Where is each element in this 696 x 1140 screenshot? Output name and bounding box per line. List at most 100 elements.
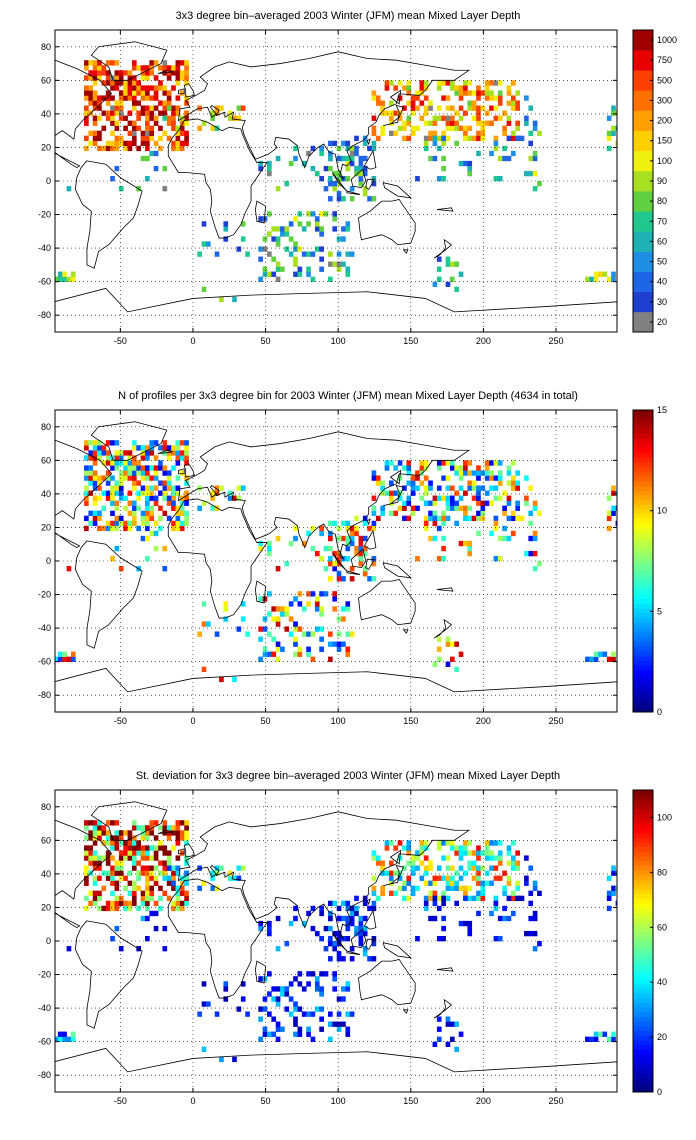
heatmap-cell (166, 105, 172, 111)
heatmap-cell (145, 525, 150, 532)
heatmap-cell (406, 115, 412, 121)
heatmap-cell (184, 840, 189, 846)
heatmap-cell (123, 830, 128, 836)
colorbar-segment (633, 950, 653, 956)
heatmap-cell (515, 120, 521, 126)
heatmap-cell (358, 160, 364, 167)
heatmap-cell (145, 535, 150, 542)
heatmap-cell (66, 276, 72, 282)
heatmap-cell (336, 571, 342, 577)
heatmap-cell (55, 1036, 59, 1042)
heatmap-cell (123, 95, 128, 101)
heatmap-cell (380, 100, 385, 106)
heatmap-cell (110, 440, 115, 446)
heatmap-cell (262, 976, 268, 982)
heatmap-cell (423, 870, 429, 876)
heatmap-cell (166, 115, 172, 121)
heatmap-cell (410, 110, 416, 116)
y-tick-label: -20 (38, 210, 51, 220)
heatmap-cell (393, 870, 399, 876)
heatmap-cell (449, 875, 455, 881)
heatmap-cell (158, 125, 163, 131)
heatmap-cell (153, 115, 159, 121)
heatmap-cell (332, 986, 338, 992)
heatmap-cell (301, 251, 307, 257)
heatmap-cell (314, 976, 320, 982)
heatmap-cell (354, 135, 359, 142)
heatmap-cell (449, 641, 455, 647)
heatmap-cell (423, 85, 429, 91)
colorbar-segment (633, 551, 653, 557)
heatmap-cell (371, 885, 377, 891)
heatmap-cell (489, 120, 494, 126)
heatmap-cell (267, 971, 272, 977)
heatmap-cell (127, 905, 133, 912)
heatmap-cell (110, 855, 115, 861)
heatmap-cell (332, 946, 338, 952)
heatmap-cell (371, 905, 377, 912)
heatmap-cell (402, 885, 407, 891)
heatmap-cell (232, 875, 237, 881)
heatmap-cell (145, 445, 150, 451)
heatmap-cell (406, 85, 412, 91)
heatmap-cell (131, 100, 137, 106)
heatmap-cell (288, 920, 294, 927)
heatmap-cell (92, 80, 98, 86)
heatmap-cell (271, 651, 277, 657)
heatmap-cell (406, 860, 412, 866)
heatmap-cell (271, 606, 277, 612)
heatmap-cell (88, 75, 94, 81)
coastline (346, 570, 361, 575)
heatmap-cell (118, 480, 124, 486)
heatmap-cell (345, 160, 351, 167)
heatmap-cell (275, 535, 281, 542)
heatmap-cell (131, 475, 137, 481)
heatmap-cell (493, 495, 499, 501)
heatmap-cell (114, 490, 120, 496)
heatmap-cell (97, 440, 102, 446)
heatmap-cell (105, 475, 111, 481)
heatmap-cell (493, 855, 499, 861)
heatmap-cell (184, 130, 189, 136)
heatmap-cell (158, 895, 163, 902)
heatmap-cell (467, 165, 473, 172)
x-tick-label: 250 (548, 1096, 563, 1106)
heatmap-cell (371, 850, 377, 856)
heatmap-cell (480, 90, 486, 96)
heatmap-cell (184, 820, 189, 826)
heatmap-cell (275, 155, 281, 162)
heatmap-cell (449, 885, 455, 891)
heatmap-cell (606, 135, 612, 142)
heatmap-cell (114, 80, 120, 86)
heatmap-cell (105, 840, 111, 846)
heatmap-cell (123, 460, 128, 466)
heatmap-cell (362, 520, 368, 527)
heatmap-cell (336, 576, 342, 582)
colorbar-segment (633, 589, 653, 595)
heatmap-cell (436, 495, 442, 501)
heatmap-cell (332, 550, 338, 557)
heatmap-cell (97, 450, 102, 456)
heatmap-cell (175, 445, 181, 451)
y-tick-label: -60 (38, 1037, 51, 1047)
heatmap-cell (336, 930, 342, 937)
heatmap-cell (432, 1041, 438, 1047)
heatmap-cell (615, 110, 617, 116)
heatmap-cell (310, 545, 316, 552)
heatmap-cell (432, 520, 438, 527)
heatmap-cell (406, 840, 412, 846)
heatmap-cell (236, 115, 242, 121)
heatmap-cell (123, 840, 128, 846)
colorbar-segment (633, 518, 653, 524)
heatmap-cell (127, 500, 133, 506)
heatmap-cell (428, 510, 433, 516)
heatmap-cell (532, 550, 538, 557)
heatmap-cell (275, 566, 281, 572)
heatmap-cell (371, 181, 377, 187)
heatmap-cell (332, 211, 338, 217)
heatmap-cell (145, 905, 150, 912)
heatmap-cell (110, 845, 115, 851)
heatmap-cell (384, 85, 390, 91)
heatmap-cell (480, 850, 486, 856)
heatmap-cell (402, 505, 407, 511)
